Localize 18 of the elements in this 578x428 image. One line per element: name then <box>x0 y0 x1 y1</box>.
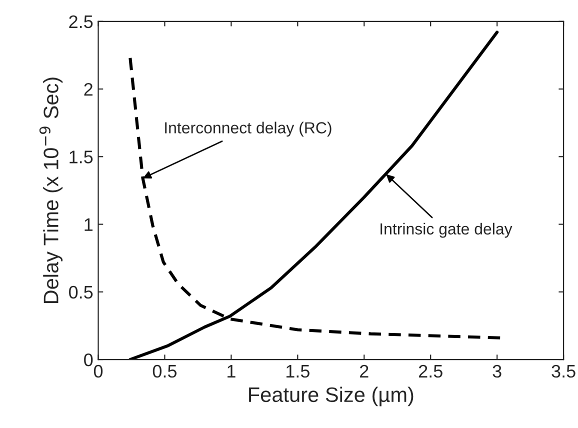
y-tick-label: 2.5 <box>69 15 93 28</box>
y-tick-label: 2 <box>84 82 92 96</box>
y-tick-label: 1 <box>84 218 93 231</box>
x-tick-label: 2 <box>360 364 368 378</box>
x-tick-label: 0.5 <box>152 364 177 378</box>
y-tick-label: 0 <box>84 353 93 366</box>
x-tick-label: 2.5 <box>418 364 442 378</box>
x-tick-label: 1.5 <box>286 365 310 378</box>
x-tick-label: 0 <box>94 364 103 378</box>
annotation: Intrinsic gate delay <box>380 222 512 238</box>
x-tick-label: 3 <box>492 364 502 378</box>
y-tick-label: 1.5 <box>70 150 93 164</box>
x-tick-label: 1 <box>228 365 236 378</box>
y-tick-label: 0.5 <box>69 286 93 299</box>
y-axis-title: Delay Time (x 10$^{−9}$ Sec) <box>39 78 63 304</box>
annotation: Interconnect delay (RC) <box>165 122 332 137</box>
x-tick-label: 3.5 <box>552 364 576 378</box>
x-axis-title: Feature Size (µm) <box>249 386 414 406</box>
